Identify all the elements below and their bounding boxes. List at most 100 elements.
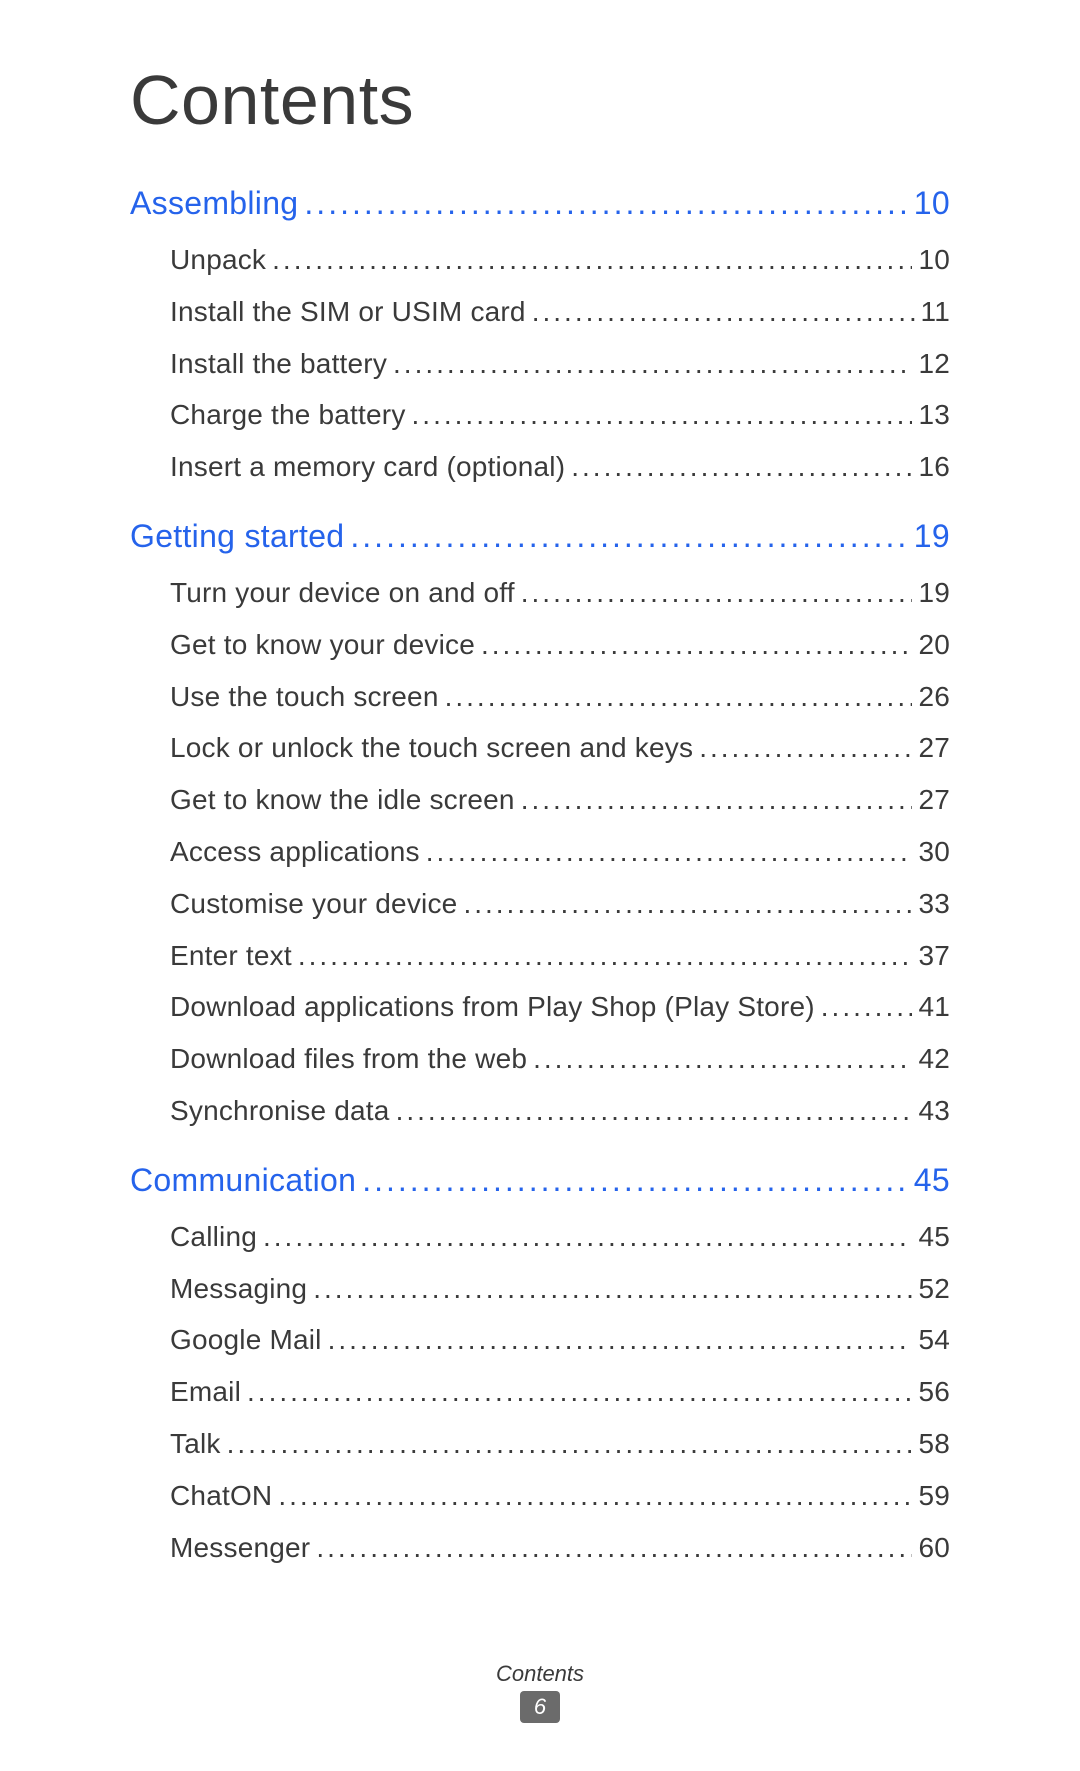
item-page: 33 <box>918 878 950 930</box>
item-page: 60 <box>918 1522 950 1574</box>
item-page: 27 <box>918 774 950 826</box>
item-label: Get to know the idle screen <box>170 774 515 826</box>
toc-item[interactable]: Install the SIM or USIM card11 <box>170 286 950 338</box>
item-page: 54 <box>918 1314 950 1366</box>
toc-item[interactable]: Unpack 10 <box>170 234 950 286</box>
item-page: 10 <box>918 234 950 286</box>
dot-leader <box>350 518 907 555</box>
dot-leader <box>426 826 913 878</box>
item-page: 16 <box>918 441 950 493</box>
item-label: Access applications <box>170 826 420 878</box>
dot-leader <box>521 567 913 619</box>
dot-leader <box>481 619 912 671</box>
toc-item[interactable]: Customise your device 33 <box>170 878 950 930</box>
item-page: 20 <box>918 619 950 671</box>
item-page: 26 <box>918 671 950 723</box>
item-label: Unpack <box>170 234 266 286</box>
dot-leader <box>532 286 915 338</box>
dot-leader <box>412 389 913 441</box>
item-page: 52 <box>918 1263 950 1315</box>
item-label: ChatON <box>170 1470 272 1522</box>
page-root: Contents Assembling 10 Unpack10 Install … <box>0 0 1080 1573</box>
page-number: 6 <box>534 1694 546 1720</box>
item-label: Calling <box>170 1211 257 1263</box>
section-label: Communication <box>130 1162 356 1199</box>
toc-item[interactable]: Talk 58 <box>170 1418 950 1470</box>
item-page: 45 <box>918 1211 950 1263</box>
dot-leader <box>304 185 907 222</box>
toc-item[interactable]: Messaging 52 <box>170 1263 950 1315</box>
item-label: Messenger <box>170 1522 310 1574</box>
item-label: Lock or unlock the touch screen and keys <box>170 722 693 774</box>
dot-leader <box>328 1314 913 1366</box>
item-page: 12 <box>918 338 950 390</box>
dot-leader <box>313 1263 912 1315</box>
toc-item[interactable]: Turn your device on and off19 <box>170 567 950 619</box>
toc-item[interactable]: Insert a memory card (optional) 16 <box>170 441 950 493</box>
toc-section-assembling[interactable]: Assembling 10 <box>130 185 950 222</box>
item-page: 56 <box>918 1366 950 1418</box>
item-label: Enter text <box>170 930 292 982</box>
item-page: 13 <box>918 389 950 441</box>
toc-item[interactable]: Calling 45 <box>170 1211 950 1263</box>
dot-leader <box>362 1162 908 1199</box>
dot-leader <box>272 234 912 286</box>
item-label: Download files from the web <box>170 1033 527 1085</box>
toc-item[interactable]: Email 56 <box>170 1366 950 1418</box>
page-footer: Contents 6 <box>0 1661 1080 1723</box>
toc-item[interactable]: Lock or unlock the touch screen and keys… <box>170 722 950 774</box>
dot-leader <box>396 1085 913 1137</box>
item-label: Google Mail <box>170 1314 322 1366</box>
item-label: Turn your device on and off <box>170 567 515 619</box>
toc-item[interactable]: Use the touch screen 26 <box>170 671 950 723</box>
dot-leader <box>393 338 912 390</box>
dot-leader <box>699 722 912 774</box>
item-label: Customise your device <box>170 878 457 930</box>
item-page: 59 <box>918 1470 950 1522</box>
toc-section-communication[interactable]: Communication 45 <box>130 1162 950 1199</box>
toc-item[interactable]: Synchronise data 43 <box>170 1085 950 1137</box>
toc-item[interactable]: Enter text 37 <box>170 930 950 982</box>
dot-leader <box>316 1522 912 1574</box>
toc-item[interactable]: Download files from the web 42 <box>170 1033 950 1085</box>
toc-item[interactable]: Charge the battery 13 <box>170 389 950 441</box>
item-label: Download applications from Play Shop (Pl… <box>170 981 815 1033</box>
section-label: Getting started <box>130 518 344 555</box>
item-label: Get to know your device <box>170 619 475 671</box>
item-page: 42 <box>918 1033 950 1085</box>
toc-item[interactable]: Messenger 60 <box>170 1522 950 1574</box>
dot-leader <box>263 1211 912 1263</box>
toc-item[interactable]: Google Mail 54 <box>170 1314 950 1366</box>
item-label: Use the touch screen <box>170 671 439 723</box>
item-label: Synchronise data <box>170 1085 390 1137</box>
item-label: Messaging <box>170 1263 307 1315</box>
section-label: Assembling <box>130 185 298 222</box>
toc-item[interactable]: Access applications 30 <box>170 826 950 878</box>
toc-item[interactable]: Install the battery 12 <box>170 338 950 390</box>
item-label: Talk <box>170 1418 221 1470</box>
dot-leader <box>463 878 912 930</box>
item-page: 37 <box>918 930 950 982</box>
item-label: Insert a memory card (optional) <box>170 441 565 493</box>
dot-leader <box>227 1418 913 1470</box>
item-label: Email <box>170 1366 241 1418</box>
section-page: 19 <box>914 518 950 555</box>
item-label: Charge the battery <box>170 389 406 441</box>
toc-item[interactable]: Download applications from Play Shop (Pl… <box>170 981 950 1033</box>
toc-item[interactable]: Get to know the idle screen 27 <box>170 774 950 826</box>
item-label: Install the battery <box>170 338 387 390</box>
item-page: 58 <box>918 1418 950 1470</box>
toc-section-getting-started[interactable]: Getting started 19 <box>130 518 950 555</box>
item-page: 41 <box>918 981 950 1033</box>
item-page: 43 <box>918 1085 950 1137</box>
footer-label: Contents <box>0 1661 1080 1687</box>
item-page: 11 <box>921 286 950 338</box>
item-page: 30 <box>918 826 950 878</box>
section-page: 10 <box>914 185 950 222</box>
toc-item[interactable]: Get to know your device 20 <box>170 619 950 671</box>
dot-leader <box>533 1033 912 1085</box>
dot-leader <box>521 774 913 826</box>
toc-item[interactable]: ChatON 59 <box>170 1470 950 1522</box>
dot-leader <box>445 671 913 723</box>
dot-leader <box>278 1470 912 1522</box>
